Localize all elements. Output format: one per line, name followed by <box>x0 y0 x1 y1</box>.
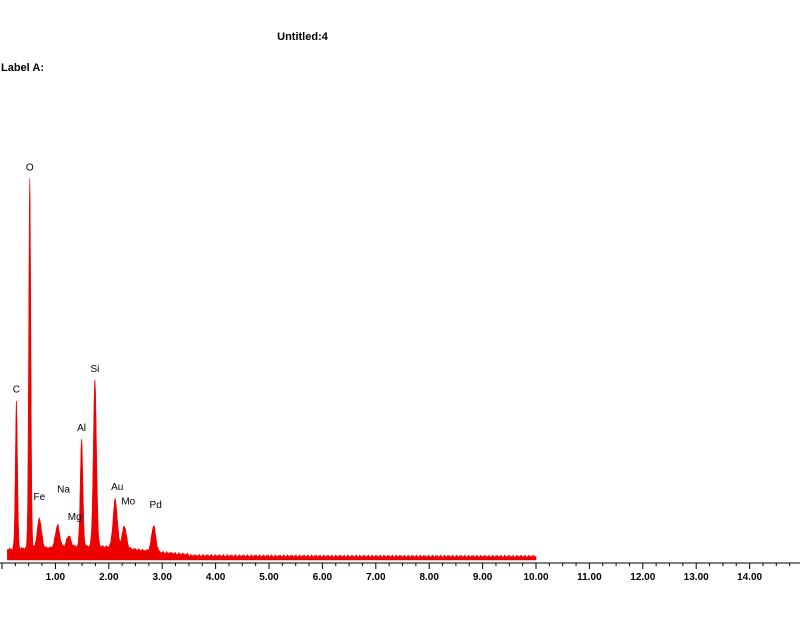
x-tick-label: 7.00 <box>366 572 386 583</box>
peak-label-na: Na <box>57 485 70 496</box>
x-tick-label: 9.00 <box>473 572 493 583</box>
x-tick-label: 8.00 <box>419 572 439 583</box>
peak-label-mo: Mo <box>121 497 135 508</box>
x-tick-label: 12.00 <box>630 572 655 583</box>
x-tick-label: 4.00 <box>206 572 226 583</box>
x-tick-label: 2.00 <box>99 572 119 583</box>
x-tick-label: 13.00 <box>684 572 709 583</box>
chart-title: Untitled:4 <box>277 31 328 43</box>
peak-label-al: Al <box>77 423 86 434</box>
peak-label-mg: Mg <box>68 512 82 523</box>
x-tick-label: 14.00 <box>737 572 762 583</box>
peak-label-o: O <box>26 162 34 173</box>
peak-label-au: Au <box>111 482 123 493</box>
peak-label-pd: Pd <box>150 500 162 511</box>
x-tick-label: 10.00 <box>523 572 548 583</box>
peak-label-c: C <box>13 384 20 395</box>
x-tick-label: 3.00 <box>152 572 172 583</box>
x-tick-label: 5.00 <box>259 572 279 583</box>
x-tick-label: 11.00 <box>577 572 602 583</box>
peak-label-fe: Fe <box>34 492 46 503</box>
x-tick-label: 1.00 <box>46 572 66 583</box>
peak-label-si: Si <box>90 364 99 375</box>
spectrum-area <box>7 178 537 561</box>
chart-subtitle: Label A: <box>1 62 44 74</box>
x-tick-label: 6.00 <box>313 572 333 583</box>
